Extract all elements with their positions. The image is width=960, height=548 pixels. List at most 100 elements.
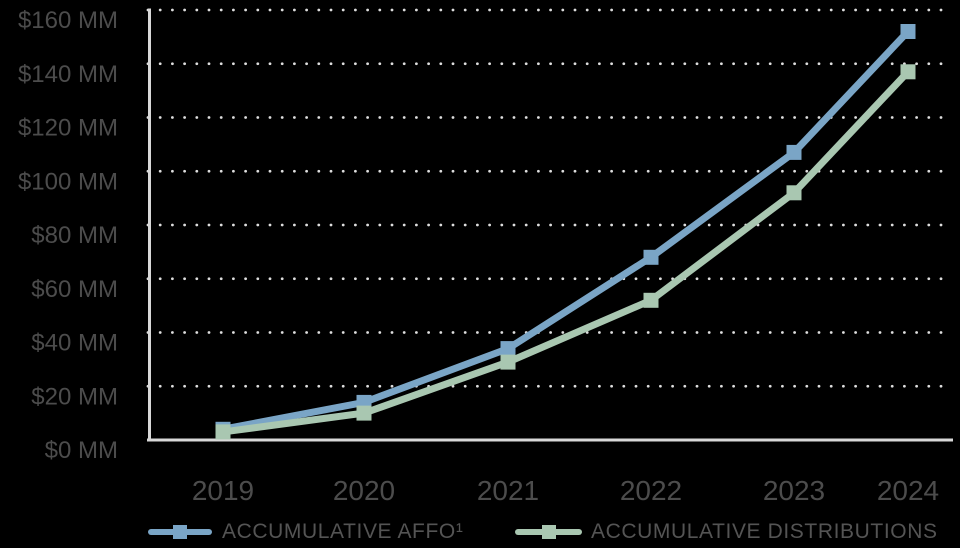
grid-dot (293, 62, 296, 66)
grid-dot (793, 384, 796, 388)
grid-dot (732, 8, 735, 12)
grid-dot (890, 116, 894, 119)
grid-dot (915, 62, 918, 66)
grid-dot (305, 384, 308, 388)
grid-dot (781, 169, 784, 173)
grid-dot (232, 116, 235, 119)
grid-dot (232, 331, 235, 334)
distributions-data-point-marker (500, 354, 516, 370)
grid-dot (524, 223, 528, 227)
grid-dot (183, 384, 187, 388)
grid-dot (329, 277, 333, 281)
grid-dot (341, 169, 345, 173)
grid-dot (463, 277, 467, 281)
grid-dot (622, 8, 626, 12)
grid-dot (890, 8, 894, 12)
grid-dot (549, 116, 552, 119)
grid-dot (268, 331, 272, 334)
data-series (215, 24, 916, 440)
grid-dot (378, 384, 382, 388)
grid-dot (451, 223, 455, 227)
grid-dot (171, 116, 174, 119)
grid-dot (561, 116, 565, 119)
grid-dot (720, 223, 723, 227)
grid-dot (659, 116, 662, 119)
grid-dot (378, 331, 382, 334)
y-axis-labels: $0 MM $20 MM $40 MM $60 MM $80 MM $100 MM $120… (18, 7, 118, 464)
grid-dot (622, 62, 626, 66)
grid-dot (488, 277, 491, 281)
grid-dot (305, 62, 308, 66)
grid-dot (537, 8, 540, 12)
grid-dot (183, 331, 187, 334)
distributions-data-point-marker (643, 292, 659, 308)
grid-dot (329, 169, 333, 173)
grid-dot (671, 62, 674, 66)
grid-dot (244, 62, 248, 66)
grid-dot (537, 169, 540, 173)
grid-dot (829, 223, 833, 227)
grid-dot (781, 331, 784, 334)
grid-dot (451, 169, 455, 173)
grid-dot (183, 169, 187, 173)
grid-dot (927, 331, 931, 334)
grid-dot (390, 8, 394, 12)
grid-dot (671, 384, 674, 388)
grid-dot (854, 8, 857, 12)
grid-dot (305, 169, 308, 173)
grid-dot (280, 8, 284, 12)
grid-dot (366, 223, 369, 227)
grid-dot (219, 169, 223, 173)
grid-dot (195, 331, 199, 334)
grid-dot (756, 277, 760, 281)
grid-dot (280, 223, 284, 227)
grid-dot (232, 62, 235, 66)
grid-dot (634, 62, 638, 66)
grid-dot (512, 223, 516, 227)
grid-dot (732, 116, 735, 119)
grid-dot (744, 62, 748, 66)
grid-dot (341, 277, 345, 281)
grid-dot (817, 277, 821, 281)
grid-dot (744, 8, 748, 12)
grid-dot (903, 169, 906, 173)
grid-dot (646, 277, 650, 281)
grid-dot (219, 116, 223, 119)
grid-dot (671, 169, 674, 173)
grid-dot (439, 8, 443, 12)
grid-dot (500, 8, 504, 12)
grid-dot (171, 62, 174, 66)
grid-dot (817, 223, 821, 227)
grid-dot (866, 8, 870, 12)
grid-dot (524, 8, 528, 12)
grid-dot (939, 384, 943, 388)
grid-dot (390, 331, 394, 334)
grid-dot (219, 331, 223, 334)
grid-dot (329, 8, 333, 12)
grid-dot (415, 116, 418, 119)
grid-dot (598, 384, 601, 388)
grid-dot (366, 62, 369, 66)
grid-dot (866, 277, 870, 281)
grid-dot (158, 62, 162, 66)
grid-dot (537, 223, 540, 227)
grid-dot (232, 384, 235, 388)
grid-dot (500, 384, 504, 388)
grid-dot (903, 277, 906, 281)
grid-dot (756, 116, 760, 119)
distributions-data-point-marker (356, 405, 372, 421)
grid-dot (866, 331, 870, 334)
grid-dot (866, 384, 870, 388)
grid-dot (768, 277, 772, 281)
grid-dot (512, 331, 516, 334)
grid-dot (854, 169, 857, 173)
grid-dot (768, 223, 772, 227)
x-axis-tick-label: 2023 (763, 475, 825, 506)
grid-dot (451, 331, 455, 334)
affo-data-point-marker (643, 249, 659, 265)
x-axis-tick-label: 2021 (477, 475, 539, 506)
y-axis-tick-label: $140 MM (18, 61, 118, 88)
grid-dot (354, 116, 357, 119)
grid-dot (549, 62, 552, 66)
grid-dot (244, 277, 248, 281)
